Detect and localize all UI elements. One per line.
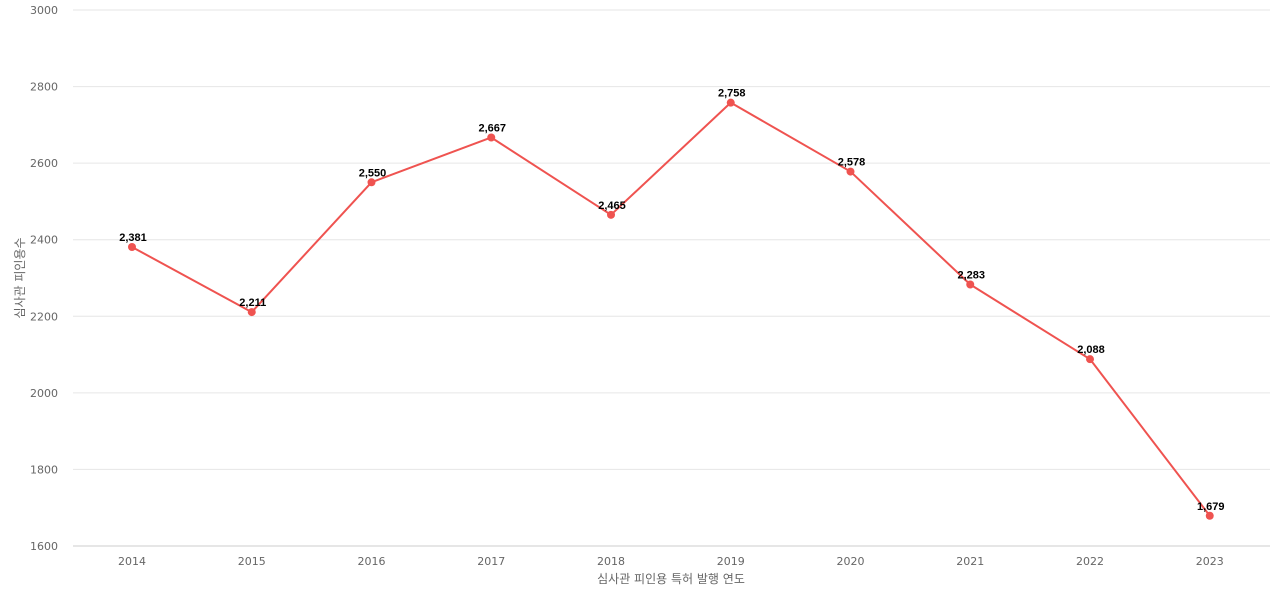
x-axis-ticks: 2014 2015 2016 2017 2018 2019 2020 2021 2022 2023 <box>118 555 1224 568</box>
x-tick-label: 2022 <box>1076 555 1104 568</box>
y-tick-label: 2400 <box>30 234 58 247</box>
series-layer <box>128 98 1214 520</box>
x-axis-title: 심사관 피인용 특허 발행 연도 <box>597 571 745 586</box>
data-label: 2,283 <box>957 270 985 282</box>
y-tick-label: 2800 <box>30 81 58 94</box>
y-tick-label: 3000 <box>30 4 58 17</box>
data-point <box>487 133 496 142</box>
y-axis-title: 심사관 피인용수 <box>13 237 27 318</box>
x-tick-label: 2020 <box>837 555 865 568</box>
data-point <box>247 308 256 317</box>
data-point <box>367 178 376 187</box>
data-label: 1,679 <box>1197 501 1225 513</box>
data-point <box>846 167 855 176</box>
y-tick-label: 2200 <box>30 310 58 323</box>
x-tick-label: 2017 <box>477 555 505 568</box>
x-tick-label: 2019 <box>717 555 745 568</box>
data-point <box>1086 355 1094 364</box>
data-label: 2,211 <box>239 297 266 309</box>
y-tick-label: 2600 <box>30 157 58 170</box>
grid-layer <box>73 9 1270 547</box>
x-tick-label: 2014 <box>118 555 146 568</box>
x-tick-label: 2023 <box>1196 555 1224 568</box>
data-label: 2,465 <box>598 200 626 212</box>
data-point <box>966 280 975 289</box>
data-point <box>128 242 136 251</box>
data-label: 2,578 <box>838 157 866 169</box>
y-tick-label: 1600 <box>30 540 58 553</box>
series-line <box>131 101 1211 517</box>
data-label: 2,758 <box>718 88 746 100</box>
data-point <box>1205 511 1214 520</box>
x-tick-label: 2021 <box>956 555 984 568</box>
x-tick-label: 2016 <box>358 555 386 568</box>
data-label: 2,667 <box>478 122 506 134</box>
y-axis-ticks: 1600 1800 2000 2200 2400 2600 2800 3000 <box>30 4 58 553</box>
data-label: 2,381 <box>119 232 147 244</box>
data-label-layer: 2,381 2,211 2,550 2,667 2,465 2,758 2,578 2,283… <box>119 88 1224 513</box>
y-tick-label: 1800 <box>30 463 58 476</box>
y-tick-label: 2000 <box>30 387 58 400</box>
x-tick-label: 2018 <box>597 555 625 568</box>
x-tick-label: 2015 <box>238 555 266 568</box>
data-point <box>607 210 615 219</box>
data-point <box>726 98 735 107</box>
data-label: 2,550 <box>359 167 387 179</box>
data-label: 2,088 <box>1077 344 1105 356</box>
